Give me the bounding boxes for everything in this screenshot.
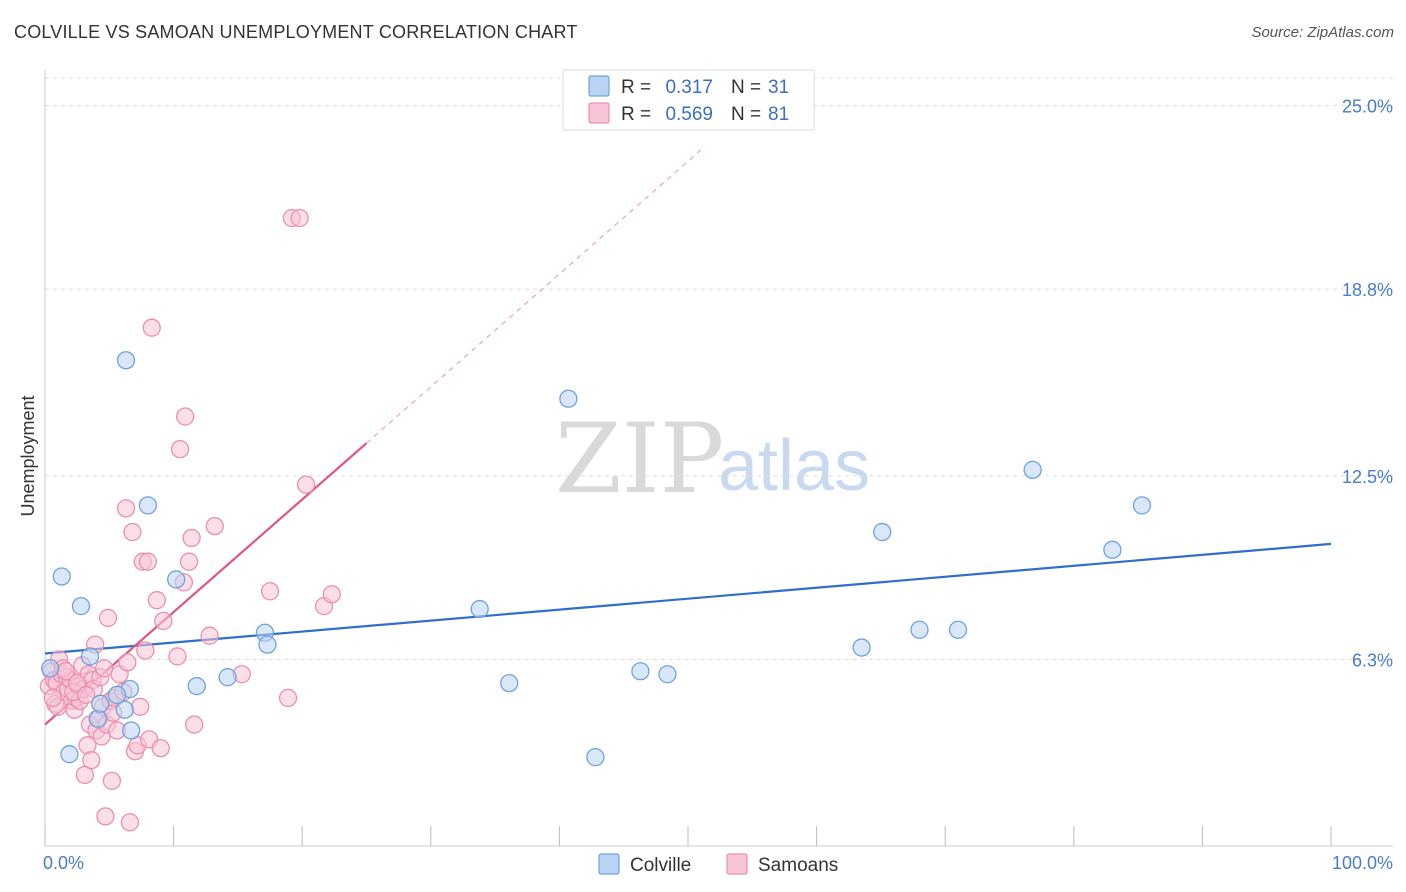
- trend-line-colville: [44, 542, 1332, 655]
- data-point-colville: [52, 567, 71, 586]
- y-tick-label: 12.5%: [1342, 467, 1393, 487]
- watermark-atlas: atlas: [718, 426, 870, 506]
- axes: [44, 70, 1393, 847]
- trend-extension-samoans: [366, 149, 702, 444]
- data-point-samoans: [168, 647, 187, 666]
- stats-n-label: N =: [731, 77, 761, 98]
- x-tick-label: 0.0%: [43, 853, 84, 873]
- data-point-colville: [873, 522, 892, 542]
- data-point-colville: [40, 659, 60, 678]
- data-point-colville: [60, 745, 79, 764]
- data-point-colville: [116, 351, 136, 370]
- data-point-samoans: [142, 318, 161, 337]
- data-point-samoans: [131, 697, 150, 716]
- stats-n-label: N =: [731, 104, 761, 125]
- watermark: ZIP atlas: [555, 403, 870, 515]
- data-point-samoans: [260, 582, 280, 601]
- data-point-colville: [658, 665, 677, 684]
- data-point-samoans: [176, 407, 195, 426]
- data-point-samoans: [296, 475, 316, 494]
- source-label: Source: ZipAtlas.com: [1251, 24, 1394, 41]
- data-point-samoans: [98, 608, 118, 628]
- data-point-colville: [586, 747, 605, 767]
- data-point-colville: [852, 638, 871, 657]
- data-point-samoans: [116, 499, 136, 518]
- data-point-samoans: [123, 522, 142, 542]
- y-tick-label: 18.8%: [1342, 280, 1393, 300]
- stats-n-value: 81: [768, 104, 789, 125]
- data-point-colville: [910, 620, 929, 639]
- stats-r-label: R =: [621, 77, 651, 98]
- data-point-samoans: [56, 662, 75, 681]
- data-point-colville: [258, 635, 277, 654]
- stats-n-value: 31: [768, 77, 789, 98]
- data-point-colville: [1103, 540, 1122, 559]
- stats-r-value: 0.569: [665, 104, 713, 125]
- data-point-samoans: [102, 771, 122, 790]
- grid-lines: [45, 77, 1393, 660]
- data-point-colville: [88, 709, 107, 728]
- stats-legend-swatch: [588, 75, 610, 97]
- data-point-samoans: [138, 552, 158, 571]
- tick-labels: 6.3% 12.5% 18.8% 25.0% 0.0% 100.0%: [43, 97, 1393, 873]
- data-point-colville: [80, 647, 100, 666]
- y-tick-label: 25.0%: [1342, 97, 1393, 117]
- data-point-samoans: [205, 516, 224, 536]
- data-point-samoans: [170, 439, 190, 459]
- stats-legend-swatch: [588, 102, 610, 124]
- data-point-colville: [71, 596, 91, 616]
- data-point-samoans: [136, 641, 155, 660]
- data-point-colville: [500, 673, 519, 693]
- chart-title: COLVILLE VS SAMOAN UNEMPLOYMENT CORRELAT…: [14, 22, 578, 42]
- y-axis-label: Unemployment: [18, 395, 38, 516]
- data-point-colville: [138, 496, 158, 515]
- stats-r-value: 0.317: [665, 77, 713, 98]
- data-point-samoans: [120, 813, 140, 832]
- data-point-colville: [948, 620, 968, 639]
- data-point-colville: [167, 570, 186, 589]
- series-legend-swatch: [726, 853, 748, 875]
- data-point-samoans: [278, 688, 298, 708]
- data-point-samoans: [151, 739, 170, 758]
- watermark-zip: ZIP: [555, 403, 724, 515]
- stats-legend: R = 0.317 N = 31 R = 0.569 N = 81: [562, 69, 815, 131]
- data-point-colville: [107, 685, 127, 705]
- data-point-samoans: [95, 659, 114, 678]
- data-point-colville: [122, 721, 141, 740]
- data-point-colville: [470, 599, 489, 619]
- data-point-colville: [1023, 460, 1042, 479]
- data-point-samoans: [118, 653, 137, 672]
- data-point-samoans: [77, 685, 96, 705]
- y-axis-label-group: Unemployment: [18, 395, 38, 516]
- data-point-samoans: [147, 591, 167, 610]
- y-tick-label: 6.3%: [1352, 650, 1393, 670]
- data-point-samoans: [200, 626, 219, 645]
- data-point-samoans: [96, 807, 115, 826]
- series-legend-swatch: [598, 853, 620, 875]
- data-point-samoans: [154, 611, 173, 631]
- data-point-colville: [1132, 496, 1152, 515]
- data-point-samoans: [43, 688, 62, 708]
- data-point-samoans: [82, 750, 101, 770]
- data-point-samoans: [290, 208, 309, 228]
- data-point-samoans: [322, 585, 341, 604]
- data-point-samoans: [179, 552, 199, 571]
- data-point-colville: [91, 694, 110, 713]
- stats-r-label: R =: [621, 104, 651, 125]
- x-tick-label: 100.0%: [1332, 853, 1393, 873]
- series-legend: Colville Samoans: [598, 853, 838, 876]
- data-point-samoans: [185, 715, 204, 734]
- data-points: [39, 208, 1152, 832]
- series-legend-label: Samoans: [758, 855, 838, 876]
- data-point-colville: [115, 700, 134, 719]
- data-point-colville: [218, 668, 237, 687]
- data-point-samoans: [182, 528, 201, 548]
- data-point-colville: [559, 389, 578, 408]
- series-legend-label: Colville: [630, 855, 691, 876]
- data-point-colville: [631, 662, 650, 681]
- data-point-colville: [187, 676, 206, 696]
